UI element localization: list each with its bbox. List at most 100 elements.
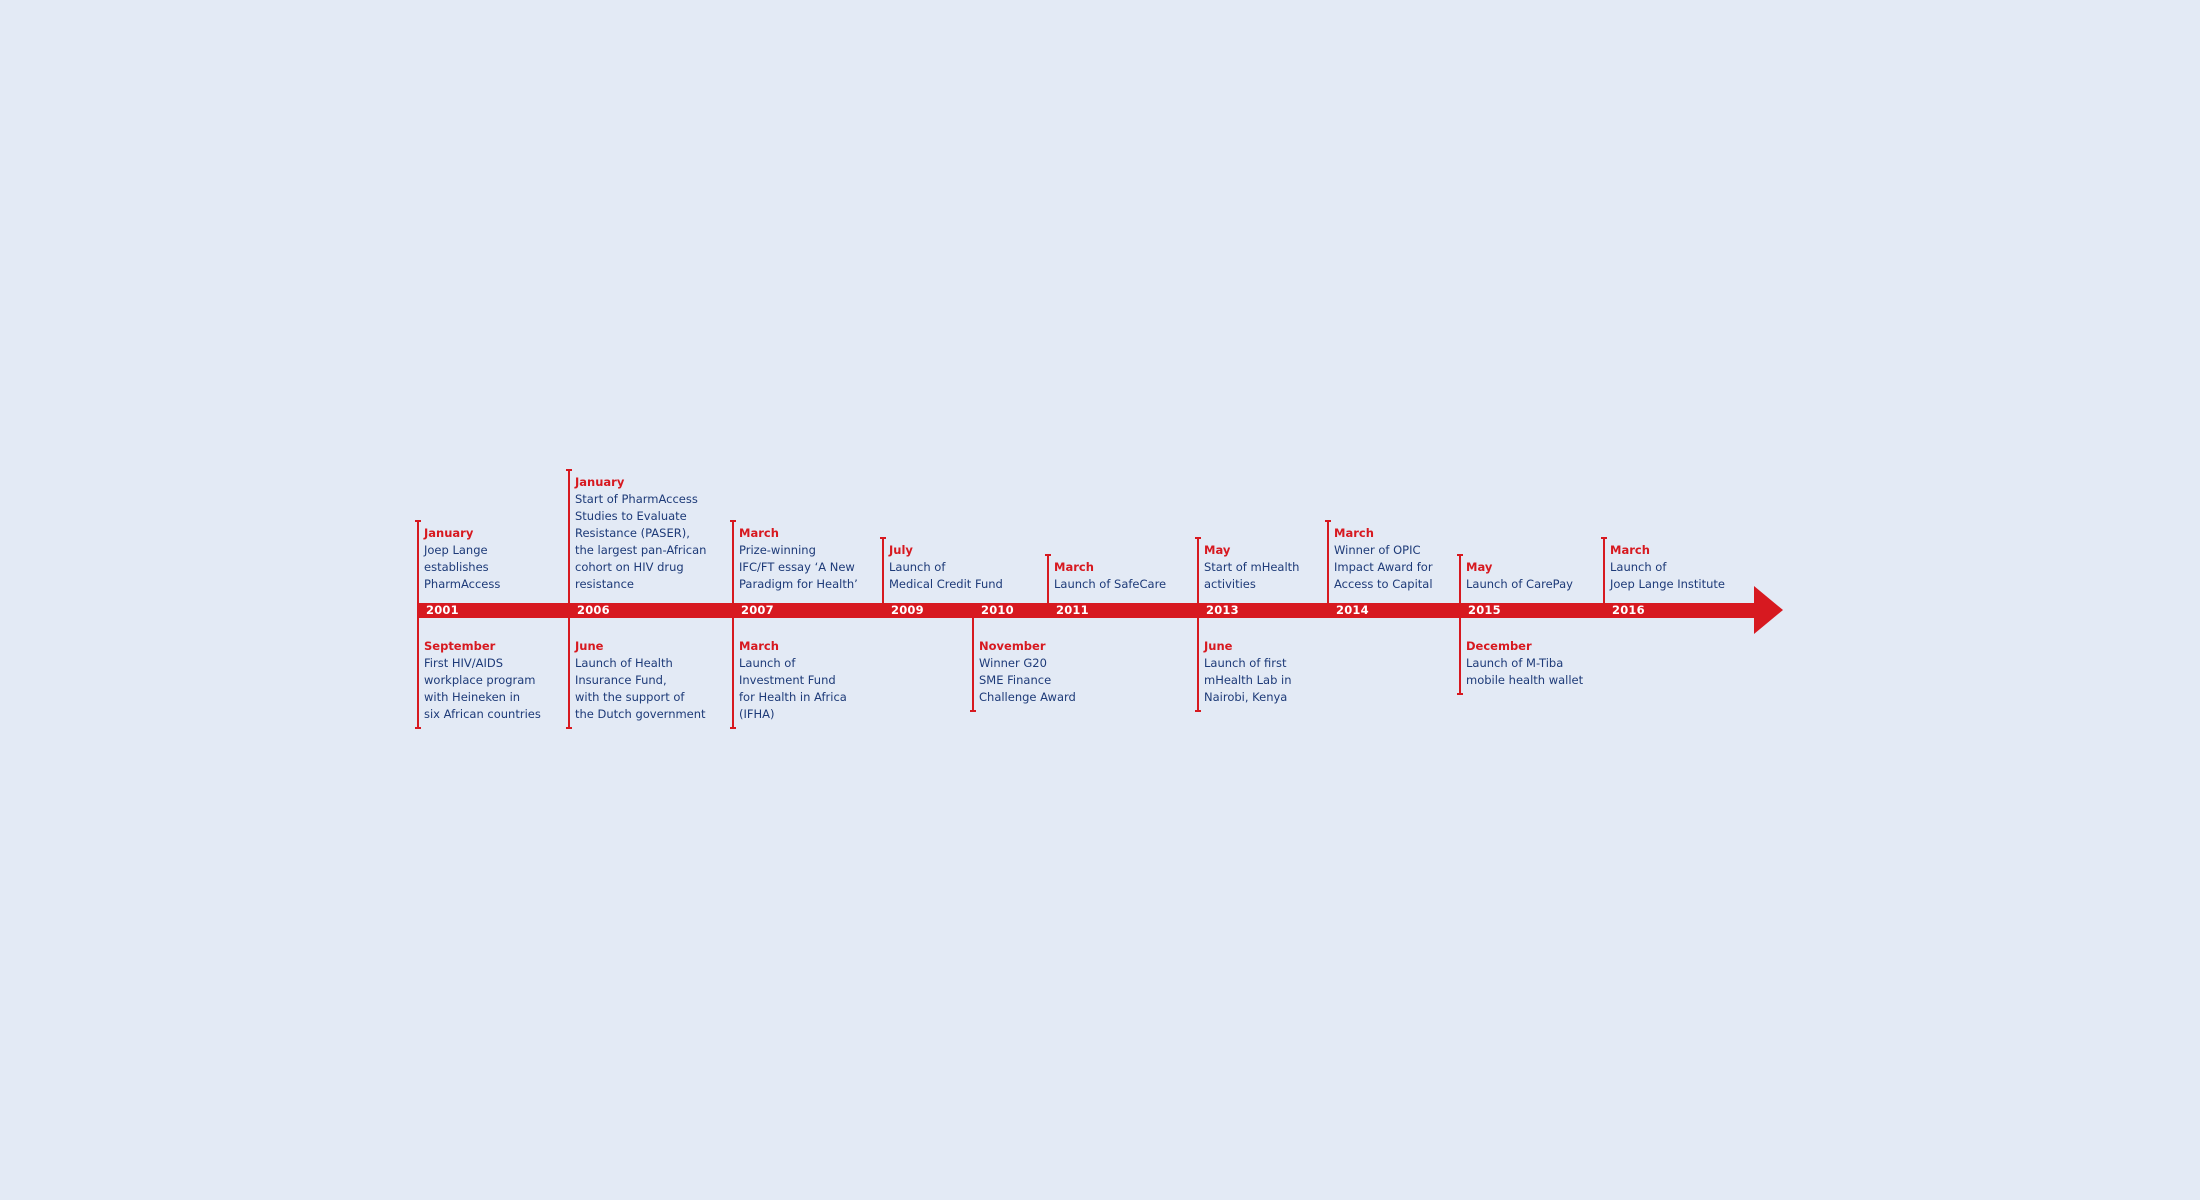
event-tick-cap [1195,537,1201,539]
event-description-line: Joep Lange Institute [1610,577,1725,591]
event-description-line: Launch of M-Tiba [1466,656,1564,670]
event-tick-cap [1325,520,1331,522]
timeline-event: March Launch of SafeCare [1054,559,1166,593]
year-label: 2011 [1056,603,1089,617]
year-label: 2015 [1468,603,1501,617]
event-tick [568,618,570,727]
year-label: 2010 [981,603,1014,617]
event-tick [1459,618,1461,693]
event-description-line: Prize-winning [739,543,816,557]
event-description-line: Paradigm for Health’ [739,577,858,591]
event-tick [417,618,419,727]
event-month: January [575,475,625,489]
event-tick [732,618,734,727]
timeline-bar [417,603,1755,618]
event-description-line: establishes [424,560,489,574]
event-description-line: Start of mHealth [1204,560,1300,574]
timeline-event: December Launch of M-Tiba mobile health wa… [1466,638,1583,689]
event-description-line: the largest pan-African [575,543,707,557]
event-tick-cap [1045,554,1051,556]
event-description-line: Launch of [1610,560,1667,574]
event-description-line: PharmAccess [424,577,501,591]
event-month: May [1204,543,1231,557]
event-description-line: Winner G20 [979,656,1047,670]
event-description-line: activities [1204,577,1256,591]
event-description-line: with Heineken in [424,690,521,704]
event-tick [1047,554,1049,603]
event-description-line: Launch of SafeCare [1054,577,1167,591]
event-description-line: Resistance (PASER), [575,526,690,540]
event-description-line: Winner of OPIC [1334,543,1421,557]
timeline-event: January Joep Lange establishes PharmAccess [424,525,500,593]
event-description-line: Launch of CarePay [1466,577,1573,591]
event-tick-cap [880,537,886,539]
year-label: 2014 [1336,603,1369,617]
timeline-event: July Launch of Medical Credit Fund [889,542,1003,593]
event-description-line: with the support of [575,690,685,704]
event-description-line: Insurance Fund, [575,673,667,687]
event-tick [568,469,570,603]
event-description-line: Medical Credit Fund [889,577,1003,591]
year-label: 2009 [891,603,924,617]
event-description-line: (IFHA) [739,707,775,721]
event-tick [1459,554,1461,603]
event-tick-cap [730,520,736,522]
event-tick-cap [1457,554,1463,556]
event-tick-cap [730,727,736,729]
event-tick-cap [566,727,572,729]
event-tick-cap [415,727,421,729]
event-description-line: cohort on HIV drug [575,560,684,574]
event-month: March [1610,543,1650,557]
event-month: March [1334,526,1374,540]
event-tick [732,520,734,603]
event-description-line: SME Finance [979,673,1052,687]
event-month: July [889,543,913,557]
event-month: May [1466,560,1493,574]
event-description-line: mHealth Lab in [1204,673,1292,687]
event-month: November [979,639,1046,653]
event-month: January [424,526,474,540]
timeline-event: January Start of PharmAccess Studies to Ev… [575,474,706,593]
event-tick [1197,618,1199,710]
event-description-line: Challenge Award [979,690,1076,704]
event-tick [882,537,884,603]
event-tick-cap [566,469,572,471]
timeline-event: June Launch of first mHealth Lab in Nairobi… [1204,638,1292,706]
event-month: December [1466,639,1532,653]
event-description-line: resistance [575,577,634,591]
event-description-line: Investment Fund [739,673,836,687]
timeline-event: June Launch of Health Insurance Fund, with … [575,638,706,723]
event-month: June [1204,639,1233,653]
timeline-arrow-head [1754,586,1783,634]
event-description-line: the Dutch government [575,707,706,721]
event-description-line: mobile health wallet [1466,673,1584,687]
event-description-line: Launch of [739,656,796,670]
event-tick-cap [1195,710,1201,712]
event-tick-cap [970,710,976,712]
timeline-event: September First HIV/AIDS workplace program… [424,638,541,723]
timeline-event: March Prize-winning IFC/FT essay ‘A New Par… [739,525,858,593]
event-month: June [575,639,604,653]
event-tick [1197,537,1199,603]
timeline-event: March Launch of Investment Fund for Health … [739,638,847,723]
event-description-line: Launch of [889,560,946,574]
year-label: 2007 [741,603,774,617]
year-label: 2006 [577,603,610,617]
event-tick-cap [1601,537,1607,539]
year-label: 2001 [426,603,459,617]
event-description-line: Access to Capital [1334,577,1433,591]
event-description-line: Start of PharmAccess [575,492,698,506]
event-tick-cap [415,520,421,522]
year-label: 2013 [1206,603,1239,617]
year-label: 2016 [1612,603,1645,617]
event-tick [1603,537,1605,603]
timeline-event: May Launch of CarePay [1466,559,1573,593]
timeline-event: November Winner G20 SME Finance Challenge A… [979,638,1076,706]
event-tick [972,618,974,710]
event-description-line: workplace program [424,673,536,687]
event-month: March [739,639,779,653]
event-month: March [739,526,779,540]
event-tick [1327,520,1329,603]
event-description-line: for Health in Africa [739,690,847,704]
